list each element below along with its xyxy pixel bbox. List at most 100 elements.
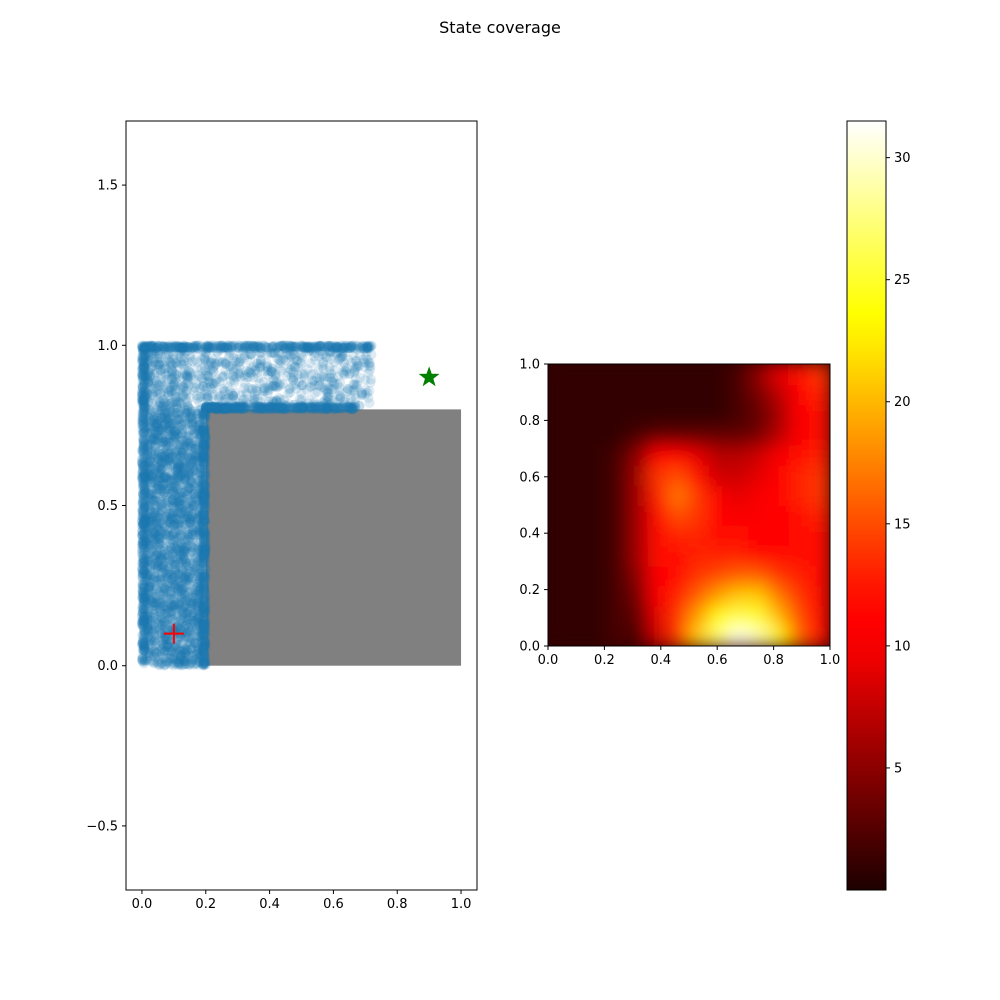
state-point [149,636,160,647]
state-point [168,472,179,483]
state-point [151,531,162,542]
state-point [138,441,149,452]
state-point [154,460,165,471]
state-point [142,655,153,666]
state-point [192,525,203,536]
state-point [168,574,179,585]
state-point [157,549,168,560]
state-point [153,415,164,426]
state-point [148,608,159,619]
state-point [164,550,175,561]
state-point [160,618,171,629]
state-point [155,538,166,549]
state-point [150,623,161,634]
state-point [191,420,202,431]
state-point [185,566,196,577]
state-point [176,428,187,439]
state-point [160,633,171,644]
state-point [152,575,163,586]
state-point [183,614,194,625]
state-point [187,419,198,430]
state-point [156,649,167,660]
state-point [180,647,191,658]
state-point [188,584,199,595]
state-point [183,509,194,520]
state-point [139,536,150,547]
state-point [196,626,207,637]
state-point [153,454,164,465]
state-point [194,631,205,642]
state-point [142,569,153,580]
state-point [183,470,194,481]
state-point [153,437,164,448]
state-point [187,499,198,510]
state-point [191,645,202,656]
state-point [139,496,150,507]
state-point [180,547,191,558]
state-point [199,619,210,630]
state-point [143,542,154,553]
state-point [192,604,203,615]
state-point [180,410,191,421]
state-point [174,506,185,517]
state-point [142,563,153,574]
state-point [180,595,191,606]
state-point [176,447,187,458]
state-point [191,615,202,626]
state-point [176,508,187,519]
state-point [161,511,172,522]
state-point [167,512,178,523]
state-point [193,488,204,499]
state-point [200,639,211,650]
state-point [147,574,158,585]
state-point [163,545,174,556]
state-point [189,599,200,610]
state-point [148,574,159,585]
state-point [150,468,161,479]
state-point [165,470,176,481]
state-point [158,464,169,475]
state-point [150,442,161,453]
state-point [144,421,155,432]
state-point [183,564,194,575]
state-point [138,595,149,606]
state-point [142,539,153,550]
state-point [155,658,166,669]
state-point [190,637,201,648]
state-point [163,578,174,589]
state-point [148,515,159,526]
state-point [144,581,155,592]
state-point [184,438,195,449]
state-point [150,504,161,515]
state-point [162,452,173,463]
state-point [186,460,197,471]
state-point [154,501,165,512]
state-point [190,418,201,429]
state-point [229,377,240,388]
state-point [141,472,152,483]
state-point [178,582,189,593]
state-point [162,495,173,506]
state-point [170,491,181,502]
state-point [192,640,203,651]
state-point [170,464,181,475]
state-point [180,470,191,481]
state-point [165,517,176,528]
state-point [188,439,199,450]
state-point [140,511,151,522]
state-point [200,636,211,647]
state-point [190,645,201,656]
state-point [161,426,172,437]
state-point [188,592,199,603]
state-point [184,586,195,597]
state-point [195,429,206,440]
state-point [178,491,189,502]
state-point [165,659,176,670]
state-point [179,595,190,606]
state-point [166,585,177,596]
state-point [151,404,162,415]
state-point [199,602,210,613]
state-point [200,439,211,450]
state-point [200,490,211,501]
state-point [182,627,193,638]
